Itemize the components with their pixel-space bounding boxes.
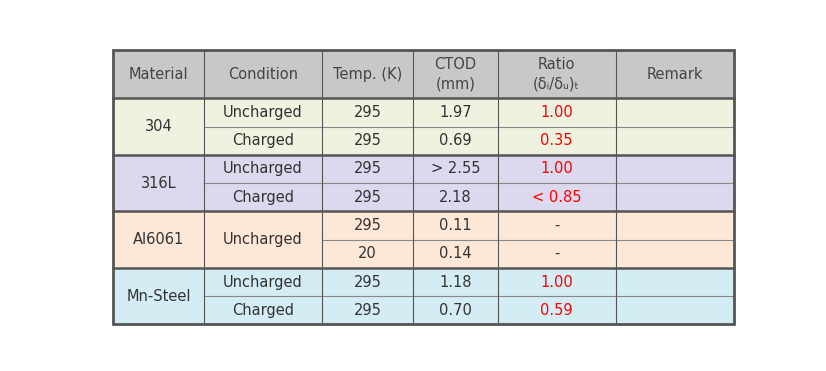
Text: Uncharged: Uncharged bbox=[223, 232, 303, 247]
Text: 295: 295 bbox=[354, 303, 382, 318]
Text: 0.14: 0.14 bbox=[439, 246, 472, 261]
Text: Ratio
(δᵢ/δᵤ)ₜ: Ratio (δᵢ/δᵤ)ₜ bbox=[534, 57, 580, 91]
Text: -: - bbox=[554, 218, 559, 233]
Text: -: - bbox=[554, 246, 559, 261]
Text: 295: 295 bbox=[354, 161, 382, 177]
Text: Al6061: Al6061 bbox=[133, 232, 184, 247]
Bar bbox=[113, 98, 733, 127]
Text: 1.00: 1.00 bbox=[540, 275, 573, 290]
Text: Material: Material bbox=[129, 67, 188, 82]
Text: > 2.55: > 2.55 bbox=[430, 161, 480, 177]
Text: Mn-Steel: Mn-Steel bbox=[126, 289, 191, 304]
Text: 0.59: 0.59 bbox=[540, 303, 573, 318]
Text: 1.18: 1.18 bbox=[439, 275, 472, 290]
Text: 295: 295 bbox=[354, 218, 382, 233]
Text: 0.35: 0.35 bbox=[540, 133, 573, 148]
Text: 295: 295 bbox=[354, 133, 382, 148]
Text: Charged: Charged bbox=[232, 133, 294, 148]
Text: 2.18: 2.18 bbox=[439, 190, 472, 205]
Bar bbox=[113, 240, 733, 268]
Text: 1.97: 1.97 bbox=[439, 105, 472, 120]
Text: Remark: Remark bbox=[647, 67, 703, 82]
Text: Uncharged: Uncharged bbox=[223, 275, 303, 290]
Text: < 0.85: < 0.85 bbox=[532, 190, 582, 205]
Text: Uncharged: Uncharged bbox=[223, 161, 303, 177]
Bar bbox=[113, 155, 733, 183]
Bar bbox=[113, 268, 733, 296]
Text: 0.11: 0.11 bbox=[439, 218, 472, 233]
Text: 0.70: 0.70 bbox=[439, 303, 472, 318]
Text: 0.69: 0.69 bbox=[439, 133, 472, 148]
Text: 304: 304 bbox=[145, 119, 173, 134]
Text: 316L: 316L bbox=[140, 175, 176, 191]
Bar bbox=[113, 50, 733, 98]
Text: Charged: Charged bbox=[232, 303, 294, 318]
Bar bbox=[113, 127, 733, 155]
Bar bbox=[113, 296, 733, 325]
Text: 1.00: 1.00 bbox=[540, 161, 573, 177]
Text: Uncharged: Uncharged bbox=[223, 105, 303, 120]
Text: Condition: Condition bbox=[228, 67, 298, 82]
Text: CTOD
(mm): CTOD (mm) bbox=[434, 57, 477, 91]
Text: 295: 295 bbox=[354, 275, 382, 290]
Text: 295: 295 bbox=[354, 105, 382, 120]
Text: 295: 295 bbox=[354, 190, 382, 205]
Text: 1.00: 1.00 bbox=[540, 105, 573, 120]
Text: Charged: Charged bbox=[232, 190, 294, 205]
Text: Temp. (K): Temp. (K) bbox=[333, 67, 402, 82]
Bar bbox=[113, 211, 733, 240]
Text: 20: 20 bbox=[358, 246, 377, 261]
Bar bbox=[113, 183, 733, 211]
